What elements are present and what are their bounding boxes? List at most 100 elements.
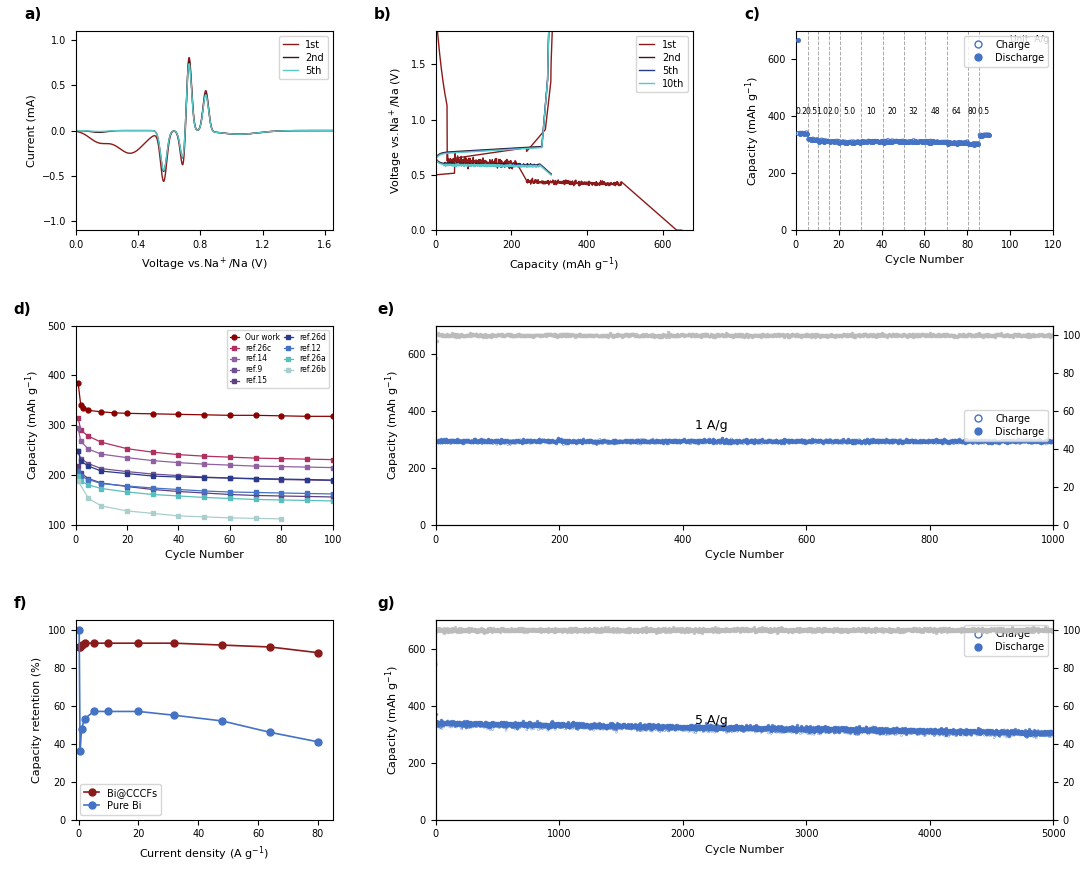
Point xyxy=(512,433,529,447)
Point xyxy=(809,132,826,146)
Point xyxy=(461,626,478,640)
Point xyxy=(949,723,967,737)
Point xyxy=(942,622,959,636)
Point xyxy=(1007,727,1024,741)
Point xyxy=(972,727,989,741)
Point xyxy=(824,623,841,637)
Point xyxy=(563,434,580,448)
Point xyxy=(893,624,910,638)
Point xyxy=(853,722,870,736)
Point xyxy=(1034,623,1051,637)
Point xyxy=(510,718,527,732)
Point xyxy=(566,717,583,731)
Point xyxy=(627,721,645,735)
Point xyxy=(764,725,781,739)
Point xyxy=(919,723,936,737)
Point xyxy=(779,623,796,637)
Point xyxy=(846,725,863,739)
Point xyxy=(525,718,542,732)
Point xyxy=(786,720,804,734)
Point xyxy=(519,717,537,731)
Point xyxy=(864,622,881,636)
Point xyxy=(826,722,843,736)
Point xyxy=(701,718,718,732)
Point xyxy=(708,433,726,447)
Point xyxy=(737,721,754,735)
Point xyxy=(610,625,627,639)
Point xyxy=(1026,726,1043,740)
Point xyxy=(995,727,1012,742)
Point xyxy=(782,723,799,737)
Point xyxy=(569,721,586,735)
Point xyxy=(1041,623,1058,637)
Point xyxy=(919,624,936,638)
Point xyxy=(457,717,474,731)
Point xyxy=(489,719,507,733)
Point xyxy=(881,724,899,738)
Point xyxy=(482,718,499,732)
Point xyxy=(618,624,635,638)
Point xyxy=(827,720,845,734)
Point xyxy=(473,717,490,731)
Point xyxy=(647,329,664,343)
Point xyxy=(667,623,685,637)
Point xyxy=(896,135,914,149)
Point xyxy=(672,719,689,733)
Point xyxy=(651,720,669,734)
Point xyxy=(1003,329,1021,343)
Point xyxy=(867,724,885,738)
Point xyxy=(429,623,446,637)
Point xyxy=(497,434,514,448)
Point xyxy=(472,433,489,447)
Point xyxy=(932,723,949,737)
Point xyxy=(887,434,904,448)
Point xyxy=(690,434,707,448)
Point xyxy=(903,135,920,149)
Point xyxy=(906,726,923,740)
Point xyxy=(1001,724,1018,738)
Point xyxy=(1024,727,1041,742)
Point xyxy=(559,719,577,733)
Point xyxy=(867,721,885,735)
Point xyxy=(867,621,885,635)
Point xyxy=(674,623,691,637)
Point xyxy=(569,435,586,449)
Point xyxy=(876,722,893,736)
Point xyxy=(864,623,881,637)
Point xyxy=(879,435,896,449)
Point xyxy=(461,328,478,342)
X-axis label: Cycle Number: Cycle Number xyxy=(885,255,963,266)
Point xyxy=(953,328,970,342)
Point xyxy=(561,434,578,448)
Point xyxy=(724,722,741,736)
Point xyxy=(842,724,860,738)
Point xyxy=(667,718,685,732)
Point xyxy=(927,434,944,448)
Point xyxy=(890,725,907,739)
Point xyxy=(538,718,555,732)
Point xyxy=(936,435,954,449)
Point xyxy=(1041,726,1058,740)
Point xyxy=(507,433,524,447)
Point xyxy=(522,715,539,729)
Point xyxy=(652,720,670,734)
Point xyxy=(1024,725,1041,739)
Point xyxy=(559,624,577,638)
Point xyxy=(810,722,827,736)
Point xyxy=(572,719,590,734)
Point xyxy=(613,719,631,733)
Point xyxy=(961,724,978,738)
Point xyxy=(734,721,752,735)
Point xyxy=(912,722,929,736)
Point xyxy=(920,328,937,342)
Point xyxy=(613,623,631,637)
Point xyxy=(642,620,659,634)
Point xyxy=(498,623,515,637)
Point xyxy=(519,718,537,732)
Point xyxy=(686,329,703,343)
Point xyxy=(745,723,762,737)
Point xyxy=(569,329,586,343)
Point xyxy=(635,432,652,447)
Point xyxy=(1001,434,1018,448)
Point xyxy=(770,327,787,341)
